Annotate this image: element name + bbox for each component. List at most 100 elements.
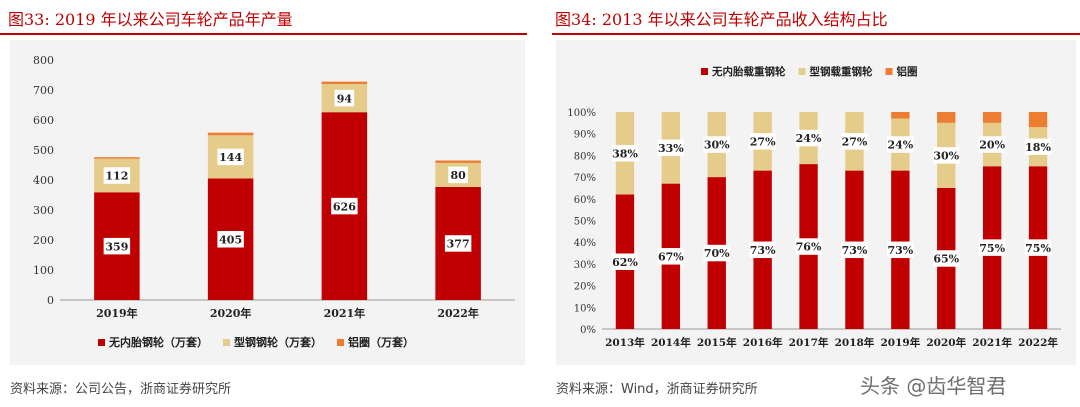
data-label-box: [887, 241, 914, 259]
bar-segment: [937, 112, 956, 123]
legend-label: 铝圈: [897, 65, 918, 78]
data-label: 38%: [612, 147, 638, 160]
data-label: 65%: [933, 253, 959, 266]
y-tick-label: 400: [33, 174, 54, 187]
data-label: 24%: [887, 139, 913, 152]
right-chart-area: 0% 10% 20% 30% 40% 50% 60% 70% 80% 90% 100% 62% 38% 2…: [556, 40, 1076, 365]
data-label: 405: [219, 233, 242, 246]
bar-segment: [891, 112, 910, 119]
data-label: 112: [105, 170, 128, 183]
y-tick-label: 10%: [574, 303, 596, 314]
right-chart: 0% 10% 20% 30% 40% 50% 60% 70% 80% 90% 100% 62% 38% 2…: [567, 65, 1061, 349]
x-tick-label: 2016年: [743, 336, 783, 349]
data-label: 80: [450, 169, 466, 182]
legend-swatch: [98, 339, 105, 346]
data-label-box: [103, 237, 131, 255]
left-panel-title: 图33: 2019 年以来公司车轮产品年产量: [8, 10, 293, 29]
data-label: 70%: [704, 247, 730, 260]
data-label-box: [841, 241, 868, 259]
data-label-box: [657, 248, 685, 265]
data-label-box: [749, 241, 776, 259]
data-label: 73%: [842, 244, 868, 257]
data-label: 75%: [979, 242, 1005, 255]
y-tick-label: 80%: [574, 151, 596, 162]
data-label: 94: [337, 92, 353, 105]
legend-swatch: [701, 68, 708, 75]
x-tick-label: 2020年: [210, 306, 252, 320]
left-chart: 0 100 200 300 400 500 600 700 800 359 112 2019年 405 1…: [33, 54, 515, 349]
data-label-box: [795, 238, 822, 255]
legend-label: 无内胎钢轮（万套）: [108, 335, 208, 349]
y-tick-label: 700: [33, 84, 54, 97]
bar-segment: [1028, 112, 1048, 128]
y-tick-label: 100: [33, 264, 54, 277]
y-tick-label: 800: [33, 54, 54, 67]
data-label: 18%: [1025, 141, 1051, 154]
data-label-box: [1024, 239, 1052, 256]
data-label-box: [611, 253, 639, 270]
data-label-box: [217, 231, 244, 248]
x-tick-label: 2018年: [835, 336, 875, 349]
y-tick-label: 20%: [574, 282, 596, 293]
data-label-box: [444, 235, 472, 252]
y-tick-label: 90%: [574, 130, 596, 141]
data-label: 377: [447, 238, 470, 251]
y-tick-label: 200: [33, 234, 54, 247]
y-tick-label: 600: [33, 114, 54, 127]
data-label: 144: [219, 151, 242, 164]
data-label: 73%: [887, 244, 913, 257]
x-tick-label: 2022年: [437, 306, 479, 320]
legend-swatch: [223, 339, 230, 346]
data-label-box: [1024, 138, 1052, 155]
legend-swatch: [337, 339, 344, 346]
legend-label: 铝圈（万套）: [348, 335, 414, 349]
data-label: 67%: [658, 250, 684, 263]
data-label: 359: [105, 240, 128, 253]
data-label: 73%: [750, 244, 776, 257]
x-tick-label: 2019年: [880, 336, 920, 349]
data-label-box: [978, 239, 1006, 256]
y-tick-label: 40%: [574, 238, 596, 249]
x-tick-label: 2020年: [926, 336, 966, 349]
data-label-box: [933, 250, 960, 267]
data-label: 626: [333, 200, 356, 213]
x-tick-label: 2015年: [697, 336, 737, 349]
right-title-rule: [552, 33, 1080, 35]
data-label: 33%: [658, 142, 684, 155]
data-label: 30%: [933, 150, 959, 163]
data-label-box: [331, 197, 358, 215]
bar-segment: [435, 160, 481, 163]
data-label: 30%: [704, 139, 730, 152]
y-tick-label: 500: [33, 144, 54, 157]
data-label-box: [448, 166, 468, 184]
data-label-box: [978, 136, 1006, 153]
bar-segment: [207, 132, 254, 136]
watermark: 头条 @齿华智君: [860, 374, 1007, 398]
data-label: 75%: [1025, 242, 1051, 255]
y-tick-label: 60%: [574, 195, 596, 206]
data-label-box: [749, 133, 776, 150]
data-label-box: [611, 144, 639, 162]
data-label: 76%: [796, 241, 822, 254]
y-tick-label: 70%: [574, 173, 596, 184]
data-label: 24%: [796, 132, 822, 145]
x-tick-label: 2019年: [96, 306, 138, 320]
legend-label: 型钢钢轮（万套）: [234, 335, 322, 349]
left-chart-area: 0 100 200 300 400 500 600 700 800 359 112 2019年 405 1…: [10, 40, 525, 365]
data-label-box: [703, 136, 730, 153]
data-label-box: [887, 136, 914, 153]
y-tick-label: 0: [47, 294, 54, 307]
y-tick-label: 30%: [574, 260, 596, 271]
y-tick-label: 300: [33, 204, 54, 217]
data-label: 27%: [842, 135, 868, 148]
left-source: 资料来源：公司公告，浙商证券研究所: [10, 382, 232, 397]
data-label: 27%: [750, 135, 776, 148]
legend-label: 型钢载重钢轮: [810, 65, 873, 78]
data-label-box: [933, 147, 960, 164]
x-tick-label: 2013年: [605, 336, 645, 349]
data-label-box: [703, 244, 730, 262]
right-panel-title: 图34: 2013 年以来公司车轮产品收入结构占比: [555, 10, 888, 29]
data-label-box: [103, 167, 131, 184]
data-label: 62%: [612, 256, 638, 269]
legend-swatch: [885, 68, 893, 75]
